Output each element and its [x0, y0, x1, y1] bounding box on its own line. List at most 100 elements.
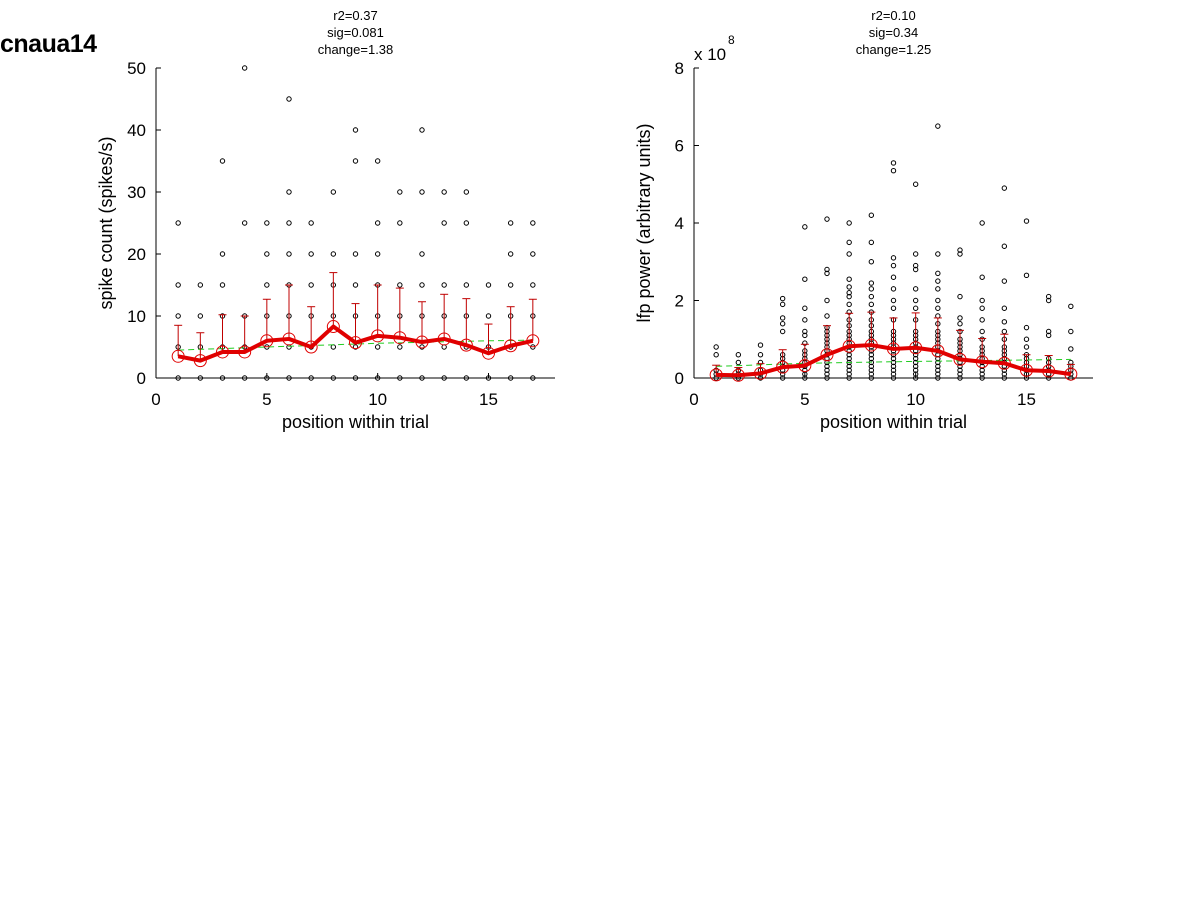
data-point	[264, 375, 270, 381]
data-point	[397, 220, 403, 226]
data-point	[846, 290, 852, 296]
data-point	[935, 371, 941, 377]
data-point	[868, 301, 875, 308]
data-point	[868, 355, 875, 362]
data-point	[1001, 305, 1008, 311]
data-point	[1001, 185, 1008, 191]
x-tick-label: 15	[1017, 390, 1036, 409]
data-point	[419, 344, 425, 350]
data-point	[802, 328, 808, 335]
data-point	[485, 282, 492, 288]
mean-marker	[459, 338, 473, 352]
data-point	[890, 274, 897, 280]
data-point	[957, 293, 963, 300]
mean-marker	[820, 348, 834, 362]
data-point	[868, 367, 875, 373]
data-point	[308, 282, 314, 288]
data-point	[507, 375, 514, 381]
data-point	[890, 160, 897, 166]
figure-title: cnaua14	[0, 30, 97, 58]
data-point	[890, 255, 897, 261]
data-point	[1001, 367, 1008, 373]
data-point	[779, 371, 786, 377]
data-point	[264, 282, 270, 288]
data-point	[957, 375, 963, 381]
data-point	[846, 363, 852, 370]
data-point	[779, 301, 786, 308]
data-point	[530, 344, 536, 350]
data-point	[441, 220, 447, 226]
data-point	[912, 297, 919, 304]
data-point	[441, 189, 447, 195]
data-point	[868, 371, 875, 377]
data-point	[846, 367, 852, 373]
data-point	[463, 282, 470, 288]
data-point	[868, 239, 875, 246]
data-point	[1045, 297, 1052, 304]
y-tick-label: 0	[675, 369, 684, 388]
data-point	[890, 367, 897, 373]
data-point	[957, 367, 963, 373]
y-tick-label: 50	[127, 59, 146, 78]
data-point	[197, 375, 204, 381]
data-point	[241, 220, 248, 226]
data-point	[868, 212, 875, 218]
data-point	[219, 251, 226, 257]
data-point	[846, 375, 852, 381]
data-point	[846, 220, 852, 226]
data-point	[979, 363, 985, 370]
data-point	[419, 375, 425, 381]
data-point	[530, 282, 536, 288]
mean-marker	[304, 340, 318, 354]
stats-line: sig=0.081	[327, 25, 384, 40]
data-point	[979, 317, 985, 323]
data-point	[868, 375, 875, 381]
data-point	[802, 367, 808, 373]
data-point	[890, 371, 897, 377]
mean-marker	[326, 320, 340, 334]
data-point	[441, 344, 447, 350]
data-point	[890, 375, 897, 381]
data-point	[935, 278, 941, 284]
mean-marker	[864, 338, 878, 352]
data-point	[1023, 272, 1030, 279]
data-point	[979, 375, 985, 381]
y-tick-label: 30	[127, 183, 146, 202]
data-point	[846, 371, 852, 377]
data-point	[824, 297, 830, 304]
mean-marker	[282, 332, 296, 346]
data-point	[374, 344, 381, 350]
data-point	[957, 247, 963, 253]
mean-marker	[909, 341, 923, 355]
data-point	[824, 363, 830, 370]
data-point	[419, 282, 425, 288]
data-point	[802, 332, 808, 339]
mean-marker	[349, 336, 362, 350]
data-point	[868, 363, 875, 370]
data-point	[463, 189, 470, 195]
x-tick-label: 5	[262, 390, 271, 409]
y-axis-label: spike count (spikes/s)	[96, 136, 116, 309]
data-point	[868, 352, 875, 358]
mean-marker	[754, 366, 767, 380]
data-point	[779, 321, 786, 327]
data-point	[912, 286, 919, 292]
mean-marker	[798, 359, 812, 373]
mean-marker	[1020, 363, 1033, 377]
mean-marker	[731, 368, 745, 382]
data-point	[330, 344, 337, 350]
data-point	[397, 189, 403, 195]
mean-marker	[216, 345, 229, 359]
data-point	[890, 359, 897, 366]
data-point	[979, 328, 985, 335]
data-point	[802, 305, 808, 311]
data-point	[890, 286, 897, 292]
data-point	[374, 158, 381, 164]
spike-count-panel: r2=0.37 sig=0.081 change=1.38 0 10 20 30 40 50 0 5…	[96, 8, 555, 432]
data-point	[779, 295, 786, 302]
data-point	[530, 375, 536, 381]
data-point	[1045, 332, 1052, 339]
data-point	[935, 270, 941, 277]
data-point	[1023, 336, 1030, 342]
data-point	[779, 375, 786, 381]
